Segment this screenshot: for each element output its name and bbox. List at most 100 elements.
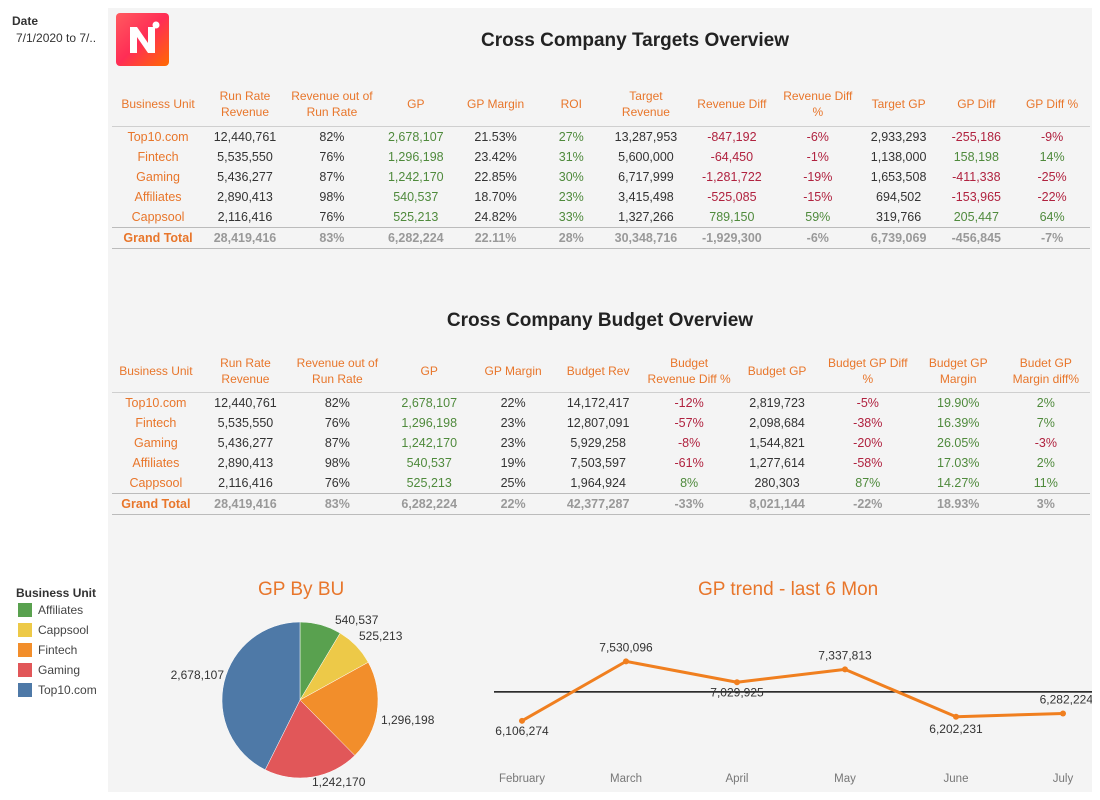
business-unit-cell[interactable]: Gaming bbox=[133, 435, 178, 450]
line-point[interactable] bbox=[953, 713, 959, 720]
table-cell: 1,277,614 bbox=[749, 455, 805, 470]
table-row: Fintech 5,535,550 76% 1,296,198 23% 12,807,09… bbox=[112, 413, 1090, 433]
table-cell: 23% bbox=[500, 435, 526, 450]
gp-trend-line-chart: 6,106,274 February 7,530,096 March 7,029,925… bbox=[494, 640, 1092, 785]
column-header[interactable]: Revenue Diff % bbox=[776, 82, 859, 127]
pie-slice-gaming[interactable] bbox=[264, 699, 356, 779]
table-cell: 319,766 bbox=[876, 209, 922, 224]
line-data-label: 6,282,224 bbox=[1040, 692, 1092, 706]
table-cell: 6,717,999 bbox=[618, 169, 674, 184]
table-cell: 19% bbox=[500, 455, 526, 470]
business-unit-cell[interactable]: Top10.com bbox=[125, 395, 187, 410]
table-row: Cappsool 2,116,416 76% 525,213 24.82% 33% 1,32… bbox=[112, 207, 1090, 228]
column-header[interactable]: GP bbox=[377, 82, 454, 127]
table-cell: 87% bbox=[855, 475, 881, 490]
table-cell: 8,021,144 bbox=[733, 492, 821, 515]
line-point[interactable] bbox=[842, 666, 848, 673]
date-filter-value[interactable]: 7/1/2020 to 7/.. bbox=[16, 31, 97, 45]
column-header[interactable]: Business Unit bbox=[112, 350, 200, 393]
column-header[interactable]: Revenue out of Run Rate bbox=[291, 350, 384, 393]
column-header[interactable]: Budget Rev bbox=[551, 350, 645, 393]
column-header[interactable]: Revenue Diff bbox=[686, 82, 777, 127]
business-unit-cell[interactable]: Grand Total bbox=[112, 226, 205, 249]
pie-slice-top10-com[interactable] bbox=[221, 621, 301, 771]
business-unit-cell[interactable]: Fintech bbox=[135, 415, 177, 430]
pie-data-label: 540,537 bbox=[335, 613, 379, 627]
pie-slice-fintech[interactable] bbox=[299, 661, 379, 756]
legend-swatch bbox=[18, 683, 32, 697]
column-header[interactable]: Target GP bbox=[858, 82, 939, 127]
table-cell: -12% bbox=[674, 395, 704, 410]
business-unit-cell[interactable]: Fintech bbox=[137, 149, 179, 164]
table-cell: -22% bbox=[1037, 189, 1067, 204]
column-header[interactable]: GP Margin bbox=[453, 82, 538, 127]
table-cell: 3% bbox=[1001, 492, 1090, 515]
legend-item-top10-com[interactable]: Top10.com bbox=[18, 683, 97, 699]
table-cell: -6% bbox=[806, 129, 829, 144]
table-cell: -64,450 bbox=[710, 149, 754, 164]
legend-label: Affiliates bbox=[38, 603, 84, 617]
column-header[interactable]: Budget GP Diff % bbox=[820, 350, 915, 393]
column-header[interactable]: Budget GP bbox=[733, 350, 821, 393]
business-unit-cell[interactable]: Affiliates bbox=[134, 189, 182, 204]
column-header[interactable]: GP bbox=[383, 350, 475, 393]
table-cell: 694,502 bbox=[876, 189, 922, 204]
legend-swatch bbox=[18, 603, 32, 617]
table-cell: -58% bbox=[853, 455, 883, 470]
brand-logo bbox=[116, 13, 169, 66]
column-header[interactable]: Run Rate Revenue bbox=[204, 82, 286, 127]
business-unit-cell[interactable]: Cappsool bbox=[129, 475, 183, 490]
table-cell: -5% bbox=[856, 395, 879, 410]
column-header[interactable]: Revenue out of Run Rate bbox=[285, 82, 378, 127]
filter-sidebar bbox=[0, 0, 108, 800]
business-unit-cell[interactable]: Cappsool bbox=[131, 209, 185, 224]
business-unit-cell[interactable]: Gaming bbox=[136, 169, 180, 184]
legend-title: Business Unit bbox=[16, 586, 97, 600]
line-point[interactable] bbox=[519, 717, 525, 724]
column-header[interactable]: ROI bbox=[537, 82, 606, 127]
table-cell: 1,327,266 bbox=[618, 209, 674, 224]
line-point[interactable] bbox=[734, 679, 740, 686]
column-header[interactable]: GP Diff % bbox=[1014, 82, 1090, 127]
business-unit-cell[interactable]: Affiliates bbox=[132, 455, 180, 470]
table-cell: 1,964,924 bbox=[570, 475, 626, 490]
table-cell: 19.90% bbox=[937, 395, 980, 410]
legend-swatch bbox=[18, 623, 32, 637]
line-point[interactable] bbox=[1060, 710, 1066, 717]
table-cell: -1,281,722 bbox=[701, 169, 762, 184]
table-row: Affiliates 2,890,413 98% 540,537 19% 7,503,59… bbox=[112, 453, 1090, 473]
column-header[interactable]: GP Diff bbox=[938, 82, 1015, 127]
legend-item-fintech[interactable]: Fintech bbox=[18, 643, 77, 659]
column-header[interactable]: Target Revenue bbox=[605, 82, 687, 127]
table-cell: 14.27% bbox=[937, 475, 980, 490]
table-cell: 18.93% bbox=[914, 492, 1002, 515]
column-header[interactable]: Budet GP Margin diff% bbox=[1001, 350, 1090, 393]
budget-title: Cross Company Budget Overview bbox=[446, 310, 754, 331]
table-cell: 82% bbox=[319, 129, 345, 144]
line-point[interactable] bbox=[623, 658, 629, 665]
table-cell: 98% bbox=[319, 189, 345, 204]
table-cell: 2,098,684 bbox=[749, 415, 805, 430]
table-cell: 6,282,224 bbox=[383, 492, 475, 515]
table-cell: 28% bbox=[537, 226, 606, 249]
legend-item-affiliates[interactable]: Affiliates bbox=[18, 603, 83, 619]
business-unit-cell[interactable]: Top10.com bbox=[127, 129, 189, 144]
table-cell: 17.03% bbox=[937, 455, 980, 470]
legend-swatch bbox=[18, 643, 32, 657]
column-header[interactable]: GP Margin bbox=[474, 350, 552, 393]
table-cell: -1% bbox=[806, 149, 829, 164]
legend-item-gaming[interactable]: Gaming bbox=[18, 663, 80, 679]
column-header[interactable]: Run Rate Revenue bbox=[199, 350, 292, 393]
table-cell: 33% bbox=[558, 209, 584, 224]
table-cell: 21.53% bbox=[474, 129, 517, 144]
column-header[interactable]: Budget Revenue Diff % bbox=[644, 350, 734, 393]
table-cell: 14,172,417 bbox=[566, 395, 630, 410]
line-chart-title: GP trend - last 6 Mon bbox=[698, 579, 879, 600]
table-cell: -153,965 bbox=[951, 189, 1001, 204]
table-cell: 25% bbox=[500, 475, 526, 490]
column-header[interactable]: Budget GP Margin bbox=[914, 350, 1002, 393]
business-unit-cell[interactable]: Grand Total bbox=[112, 492, 200, 515]
column-header[interactable]: Business Unit bbox=[112, 82, 205, 127]
table-cell: -8% bbox=[677, 435, 701, 450]
legend-item-cappsool[interactable]: Cappsool bbox=[18, 623, 89, 639]
